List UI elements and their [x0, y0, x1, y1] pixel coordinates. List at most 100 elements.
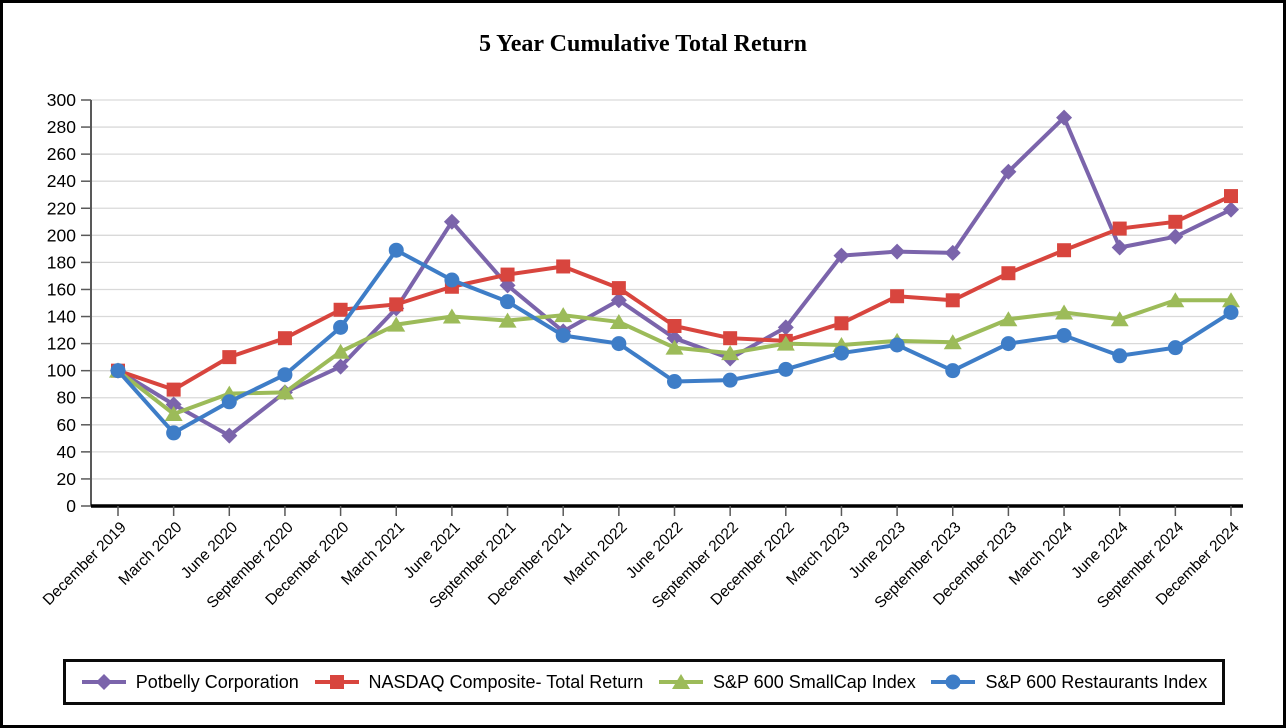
data-point: [944, 244, 961, 261]
data-point: [721, 345, 740, 361]
data-point: [1222, 292, 1240, 308]
legend-item-nasdaq-composite-total-return: NASDAQ Composite- Total Return: [314, 671, 644, 693]
legend: Potbelly Corporation NASDAQ Composite- To…: [63, 659, 1225, 705]
y-tick-label: 60: [57, 415, 77, 435]
data-point: [443, 213, 460, 230]
data-point: [498, 312, 517, 328]
y-tick-label: 280: [47, 117, 76, 137]
data-point: [1056, 327, 1072, 343]
data-point: [1001, 266, 1016, 281]
data-point: [387, 316, 406, 332]
y-tick-label: 20: [57, 469, 77, 489]
y-tick-label: 240: [47, 171, 76, 191]
data-point: [1110, 311, 1129, 327]
data-point: [277, 367, 293, 383]
y-tick-label: 140: [47, 307, 76, 327]
y-tick-label: 40: [57, 442, 77, 462]
y-tick-label: 120: [47, 334, 76, 354]
data-point: [1223, 304, 1239, 320]
chart-canvas: 0 20 40 60 80 100 120 140 160 180 200 220 240 260 280 3…: [40, 90, 1243, 612]
data-point: [945, 293, 960, 308]
data-point: [610, 292, 627, 309]
y-tick-label: 0: [66, 496, 76, 516]
data-point: [667, 373, 682, 389]
y-axis: 0 20 40 60 80 100 120 140 160 180 200 220 240 260 280 3…: [47, 90, 92, 516]
data-point: [500, 267, 515, 282]
data-point: [889, 243, 906, 260]
data-point: [333, 319, 349, 335]
data-point: [722, 372, 738, 388]
data-point: [778, 361, 794, 377]
data-point: [1223, 201, 1239, 218]
y-tick-label: 200: [47, 225, 76, 245]
y-tick-label: 300: [47, 90, 76, 110]
y-tick-label: 220: [47, 198, 76, 218]
data-point: [332, 358, 349, 375]
legend-label: Potbelly Corporation: [135, 671, 299, 692]
data-point: [556, 259, 571, 274]
data-point: [1000, 336, 1016, 352]
data-point: [1000, 163, 1017, 180]
data-point: [331, 343, 350, 359]
data-point: [444, 272, 460, 288]
legend-item-potbelly-corporation: Potbelly Corporation: [81, 672, 299, 693]
data-point: [1112, 221, 1127, 236]
circle-marker-icon: [931, 674, 976, 690]
gridlines: [91, 99, 1243, 480]
data-point: [1167, 340, 1183, 356]
data-point: [890, 289, 905, 304]
data-point: [1056, 109, 1073, 126]
data-point: [611, 336, 627, 352]
data-point: [889, 337, 905, 353]
data-point: [166, 425, 182, 441]
data-point: [1168, 214, 1183, 229]
y-tick-label: 160: [47, 279, 76, 299]
data-point: [611, 281, 626, 296]
y-tick-label: 180: [47, 252, 76, 272]
data-point: [166, 382, 181, 397]
data-point: [1111, 239, 1128, 256]
data-point: [333, 302, 348, 317]
data-point: [1167, 228, 1184, 245]
data-point: [1055, 304, 1074, 320]
data-point: [555, 327, 571, 343]
data-point: [388, 242, 404, 258]
data-point: [1057, 243, 1072, 258]
data-point: [1166, 292, 1185, 308]
data-point: [164, 405, 183, 421]
legend-item-s-p-600-smallcap-index: S&P 600 SmallCap Index: [658, 672, 916, 693]
data-point: [221, 394, 237, 410]
y-tick-label: 80: [57, 388, 77, 408]
triangle-marker-icon: [658, 674, 703, 689]
y-tick-label: 100: [47, 361, 76, 381]
data-point: [723, 331, 738, 346]
diamond-marker-icon: [81, 674, 126, 690]
data-point: [442, 308, 461, 324]
series-nasdaq-composite-total-return: [111, 189, 1238, 397]
data-point: [667, 319, 682, 334]
data-point: [945, 363, 961, 379]
data-point: [665, 339, 684, 355]
data-point: [666, 330, 683, 347]
data-point: [833, 247, 850, 264]
legend-label: S&P 600 SmallCap Index: [712, 671, 916, 692]
square-marker-icon: [314, 675, 359, 689]
data-point: [221, 427, 238, 444]
data-point: [222, 350, 237, 365]
data-point: [834, 316, 849, 331]
data-point: [275, 384, 294, 400]
data-point: [609, 313, 628, 329]
chart-title: 5 Year Cumulative Total Return: [478, 31, 807, 57]
y-tick-label: 260: [47, 144, 76, 164]
series-s-p-600-smallcap-index: [109, 292, 1240, 421]
data-point: [554, 307, 573, 323]
data-point: [943, 334, 962, 350]
legend-label: NASDAQ Composite- Total Return: [368, 671, 644, 692]
series-line-nasdaq-composite-total-return: [117, 194, 1232, 392]
data-point: [1112, 348, 1128, 364]
data-point: [776, 335, 795, 351]
data-point: [1224, 189, 1238, 204]
data-point: [833, 345, 849, 361]
data-point: [777, 319, 794, 336]
